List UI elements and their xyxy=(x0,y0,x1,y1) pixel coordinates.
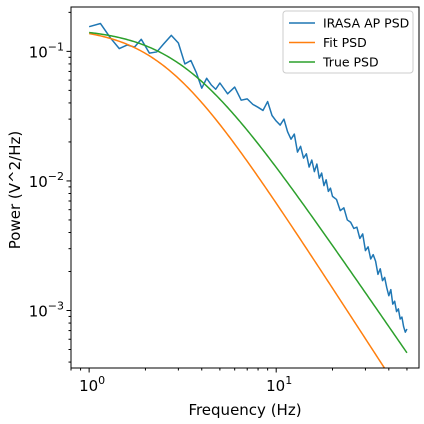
series-line-true-psd xyxy=(89,31,408,354)
y-tick-label: 10−3 xyxy=(29,300,64,321)
series-line-fit-psd xyxy=(88,32,386,368)
x-tick-label: 100 xyxy=(79,374,105,395)
legend-box xyxy=(282,10,414,74)
ticks-layer: 100 101 10−1 10−2 10−3 xyxy=(29,11,408,395)
x-tick-label: 101 xyxy=(266,374,292,395)
y-tick-label: 10−1 xyxy=(29,40,64,61)
legend: IRASA AP PSD Fit PSD True PSD xyxy=(282,10,414,74)
legend-label: True PSD xyxy=(322,55,379,70)
series-layer xyxy=(88,22,408,368)
plot-frame xyxy=(70,6,420,369)
x-axis-label: Frequency (Hz) xyxy=(188,401,301,419)
y-axis-label: Power (V^2/Hz) xyxy=(6,131,24,249)
y-tick-label: 10−2 xyxy=(29,170,64,191)
legend-label: Fit PSD xyxy=(323,35,367,50)
series-line-irasa-ap-psd xyxy=(88,22,408,333)
legend-label: IRASA AP PSD xyxy=(323,16,409,31)
